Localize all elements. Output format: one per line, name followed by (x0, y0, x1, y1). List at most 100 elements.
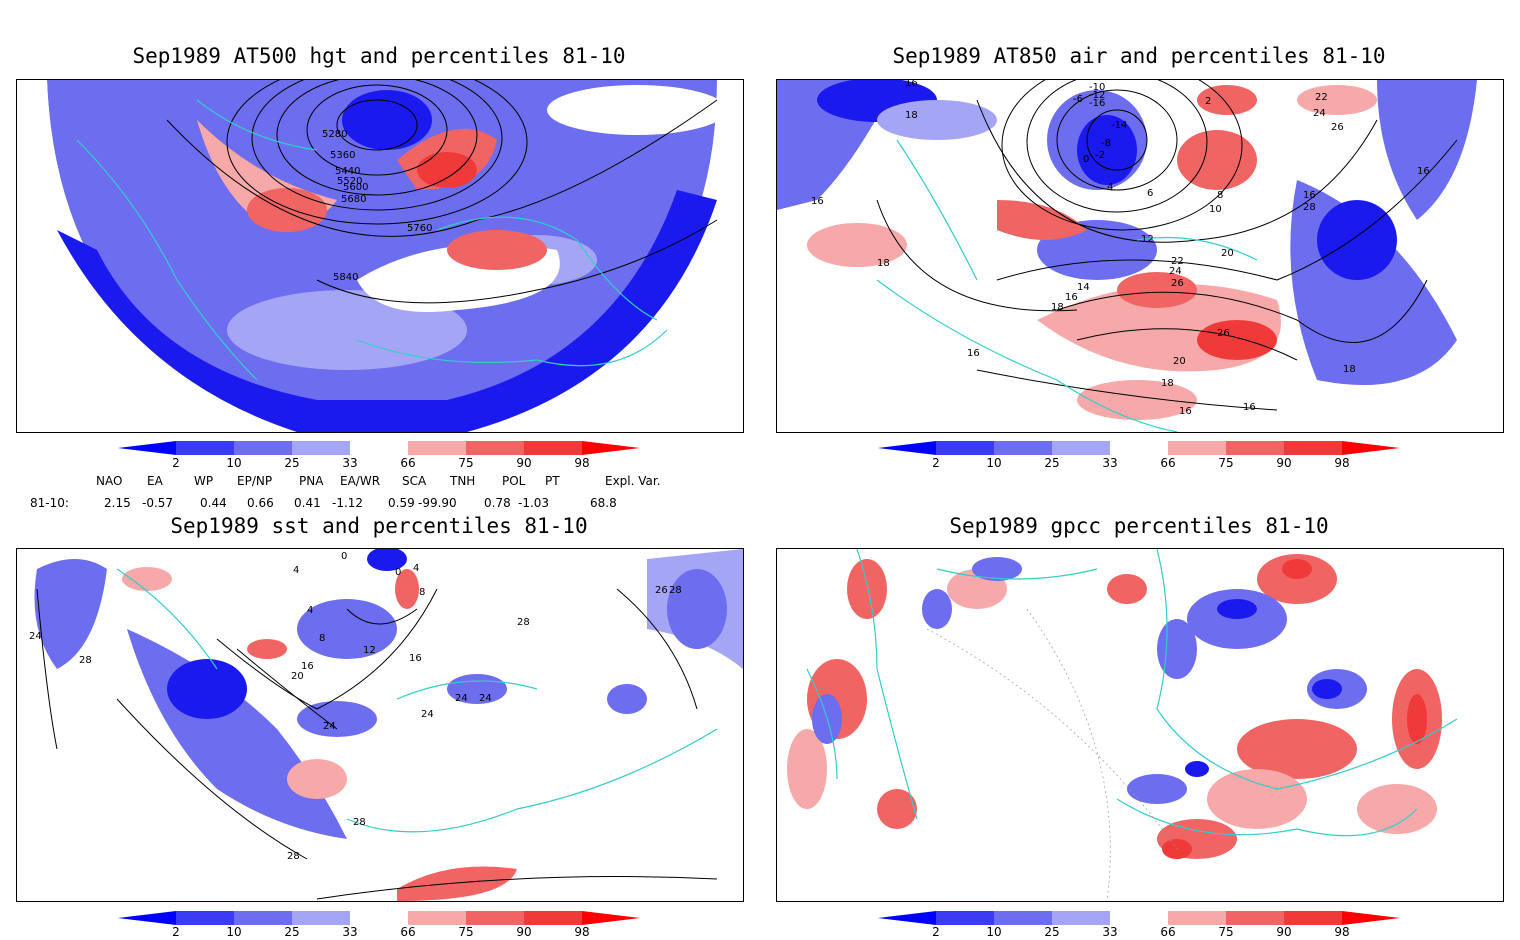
contour-label: 28 (517, 617, 530, 628)
contour-label: 16 (1065, 292, 1078, 303)
index-value: 2.15 (104, 496, 131, 510)
cb-label: 25 (1044, 456, 1060, 470)
contour-label: 24 (455, 693, 468, 704)
contour-label: 26 (655, 585, 668, 596)
cb-swatch (234, 441, 292, 455)
panel-title-gpcc: Sep1989 gpcc percentiles 81-10 (949, 514, 1329, 538)
index-header: PNA (299, 474, 324, 488)
contour-label: 5280 (322, 129, 347, 140)
contour-label: 20 (291, 671, 304, 682)
index-header: EA/WR (340, 474, 381, 488)
index-header: TNH (450, 474, 476, 488)
index-value: 68.8 (590, 496, 617, 510)
contour-label: 5520 (337, 176, 362, 187)
contour-label: 6 (1147, 188, 1153, 199)
contour-label: 5600 (343, 182, 368, 193)
cb-swatch (936, 911, 994, 925)
contour-label: 28 (1303, 202, 1316, 213)
contour-label: 2 (1205, 96, 1211, 107)
cb-swatch (118, 441, 176, 455)
contour-label: -8 (1101, 138, 1111, 149)
contour-label: 5680 (341, 194, 366, 205)
cb-label: 2 (172, 456, 180, 470)
panel-title-hgt: Sep1989 AT500 hgt and percentiles 81-10 (132, 44, 626, 68)
contour-label: 24 (479, 693, 492, 704)
index-value: -1.12 (332, 496, 364, 510)
index-value: 0.78 (484, 496, 511, 510)
contour-label: -6 (1073, 94, 1083, 105)
map-gpcc (776, 548, 1504, 902)
contour-label: 4 (293, 565, 299, 576)
cb-swatch (524, 911, 582, 925)
cb-swatch (1052, 911, 1110, 925)
contour-label: 22 (1171, 256, 1184, 267)
cb-swatch (582, 911, 640, 925)
index-header: WP (194, 474, 214, 488)
contour-label: 4 (307, 605, 313, 616)
cb-label: 90 (1276, 456, 1292, 470)
contour-label: -16 (1089, 98, 1105, 109)
colorbar-bottom-right: 2 10 25 33 66 75 90 98 (878, 910, 1400, 940)
cb-swatch (1052, 441, 1110, 455)
cb-label: 25 (1044, 925, 1060, 939)
index-value: 0.44 (200, 496, 227, 510)
contour-label: 16 (409, 653, 422, 664)
cb-label: 25 (284, 925, 300, 939)
contour-label: -12 (1089, 90, 1105, 101)
index-value: -0.57 (142, 496, 174, 510)
contour-label: 26 (1171, 278, 1184, 289)
cb-label: 66 (400, 925, 416, 939)
cb-label: 98 (1334, 456, 1350, 470)
map-sst: 4 0 4 0 8 4 8 12 16 20 24 28 24 24 24 28… (16, 548, 744, 902)
cb-swatch (878, 911, 936, 925)
index-header: Expl. Var. (605, 474, 661, 488)
cb-swatch (1342, 441, 1400, 455)
cb-swatch (176, 911, 234, 925)
colorbar-top-right: 2 10 25 33 66 75 90 98 (878, 440, 1400, 470)
cb-label: 33 (1102, 925, 1118, 939)
index-row-label: 81-10: (30, 496, 69, 510)
contour-label: 8 (1217, 190, 1223, 201)
cb-swatch (1168, 441, 1226, 455)
cb-label: 90 (516, 456, 532, 470)
cb-swatch (1110, 911, 1168, 925)
cb-label: 10 (226, 925, 242, 939)
contour-label: 8 (319, 633, 325, 644)
cb-swatch (408, 911, 466, 925)
contour-label: 16 (905, 80, 918, 89)
contour-label: 26 (1217, 328, 1230, 339)
cb-label: 98 (1334, 925, 1350, 939)
index-header: SCA (402, 474, 427, 488)
contour-label: 10 (1209, 204, 1222, 215)
colorbar-swatches (118, 441, 640, 455)
contour-label: 16 (301, 661, 314, 672)
cb-swatch (1110, 441, 1168, 455)
contour-label: 18 (877, 258, 890, 269)
contour-label: 28 (79, 655, 92, 666)
contour-label: 22 (1315, 92, 1328, 103)
cb-label: 75 (458, 925, 474, 939)
cb-label: 25 (284, 456, 300, 470)
hgt-contour-labels: 5280 5360 5440 5520 5600 5680 5760 5840 (322, 129, 432, 283)
contour-label: 18 (1051, 302, 1064, 313)
cb-label: 2 (172, 925, 180, 939)
contour-label: 5760 (407, 223, 432, 234)
map-air: 16 18 -10 -12 -16 -6 -8 -14 0 -2 2 4 6 8… (776, 79, 1504, 433)
cb-label: 10 (986, 456, 1002, 470)
contour-label: 12 (363, 645, 376, 656)
contour-label: 28 (287, 851, 300, 862)
contour-label: -2 (1095, 150, 1105, 161)
contour-label: 18 (1343, 364, 1356, 375)
cb-swatch (466, 911, 524, 925)
contour-label: 24 (29, 631, 42, 642)
colorbar-swatches (878, 911, 1400, 925)
cb-swatch (1168, 911, 1226, 925)
contour-label: 16 (1179, 406, 1192, 417)
index-value: 0.41 (294, 496, 321, 510)
index-header: EA (147, 474, 163, 488)
panel-title-sst: Sep1989 sst and percentiles 81-10 (170, 514, 588, 538)
cb-swatch (582, 441, 640, 455)
contour-label: 28 (353, 817, 366, 828)
contour-label: 24 (323, 721, 336, 732)
cb-label: 10 (986, 925, 1002, 939)
